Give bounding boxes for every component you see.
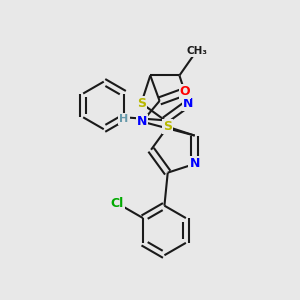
Text: Cl: Cl [111,197,124,210]
Text: S: S [163,120,172,133]
Text: S: S [137,97,146,110]
Text: O: O [180,85,190,98]
Text: N: N [183,97,194,110]
Text: H: H [119,114,129,124]
Text: CH₃: CH₃ [186,46,207,56]
Text: N: N [190,158,200,170]
Text: N: N [137,115,147,128]
